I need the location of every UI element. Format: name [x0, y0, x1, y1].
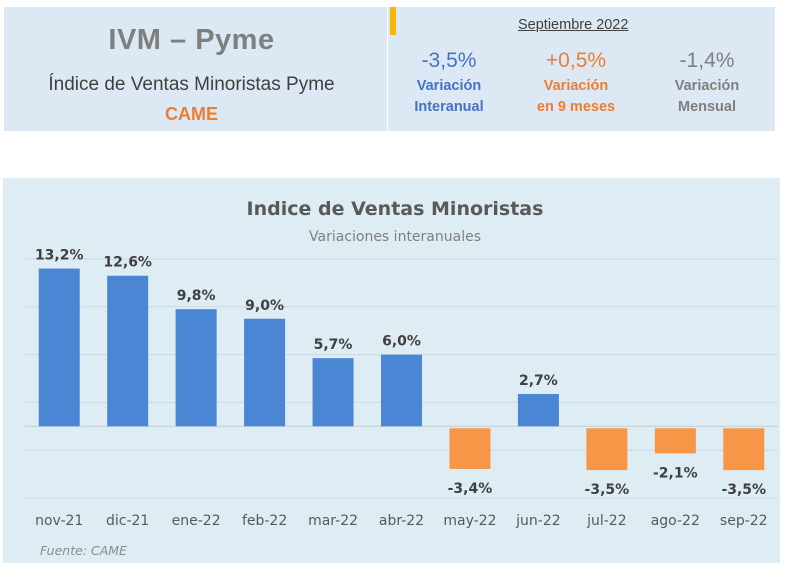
bar-sep-22 — [723, 428, 765, 471]
x-tick-label: feb-22 — [242, 513, 287, 529]
kpi-panel — [388, 7, 775, 131]
data-label: 12,6% — [103, 255, 152, 271]
kpi-value: -3,5% — [421, 49, 477, 72]
kpi-label-line2: Interanual — [414, 99, 484, 115]
data-label: -3,5% — [721, 482, 766, 498]
kpi-label: Variación Mensual — [652, 76, 762, 118]
data-label: 9,0% — [245, 298, 284, 314]
kpi-label: Variación Interanual — [394, 76, 504, 118]
bar-mar-22 — [312, 358, 354, 427]
kpi-label-line1: Variación — [543, 78, 609, 94]
kpi-label-line2: Mensual — [677, 99, 736, 115]
data-label: 13,2% — [35, 248, 84, 264]
brand-title: IVM – Pyme — [108, 24, 275, 56]
data-label: -2,1% — [653, 465, 698, 481]
x-tick-label: dic-21 — [106, 513, 149, 529]
x-tick-label: sep-22 — [720, 513, 768, 529]
period-label: Septiembre 2022 — [518, 17, 629, 33]
x-tick-label: ago-22 — [651, 513, 700, 529]
data-label: -3,5% — [585, 482, 630, 498]
bar-jul-22 — [586, 428, 628, 471]
bar-ene-22 — [175, 309, 217, 427]
bar-dic-21 — [107, 275, 149, 427]
data-label: 5,7% — [314, 337, 353, 353]
kpi-value: -1,4% — [679, 49, 735, 72]
chart-title: Indice de Ventas Minoristas — [246, 198, 544, 220]
bar-may-22 — [449, 428, 491, 469]
x-tick-label: abr-22 — [379, 513, 424, 529]
kpi-value: +0,5% — [545, 49, 607, 72]
bar-abr-22 — [381, 354, 422, 427]
kpi-area: Septiembre 2022 -3,5% Variación Interanua… — [388, 7, 775, 131]
brand-panel — [4, 7, 387, 131]
bar-feb-22 — [244, 318, 286, 427]
x-tick-label: mar-22 — [308, 513, 358, 529]
kpi-label-line2: en 9 meses — [536, 99, 616, 115]
kpi-label-line1: Variación — [416, 78, 482, 94]
brand-subtitle: Índice de Ventas Minoristas Pyme — [48, 74, 335, 95]
data-label: -3,4% — [448, 481, 493, 497]
x-tick-label: may-22 — [443, 513, 496, 529]
kpi-label: Variación en 9 meses — [521, 76, 631, 118]
kpi-mensual: -1,4% Variación Mensual — [652, 49, 762, 118]
x-tick-label: jun-22 — [515, 513, 561, 529]
x-tick-label: jul-22 — [586, 513, 627, 529]
source-note: Fuente: CAME — [40, 543, 127, 558]
kpi-interanual: -3,5% Variación Interanual — [394, 49, 504, 118]
bar-nov-21 — [38, 268, 80, 427]
data-label: 2,7% — [519, 373, 558, 389]
data-label: 9,8% — [177, 288, 216, 304]
kpi-label-line1: Variación — [674, 78, 740, 94]
chart-subtitle: Variaciones interanuales — [309, 229, 481, 245]
x-tick-label: nov-21 — [35, 513, 83, 529]
data-label: 6,0% — [382, 334, 421, 350]
bar-ago-22 — [654, 428, 696, 454]
bar-jun-22 — [517, 394, 559, 427]
x-tick-label: ene-22 — [172, 513, 221, 529]
brand-org: CAME — [165, 104, 218, 124]
kpi-9-meses: +0,5% Variación en 9 meses — [521, 49, 631, 118]
accent-mark — [390, 7, 396, 35]
